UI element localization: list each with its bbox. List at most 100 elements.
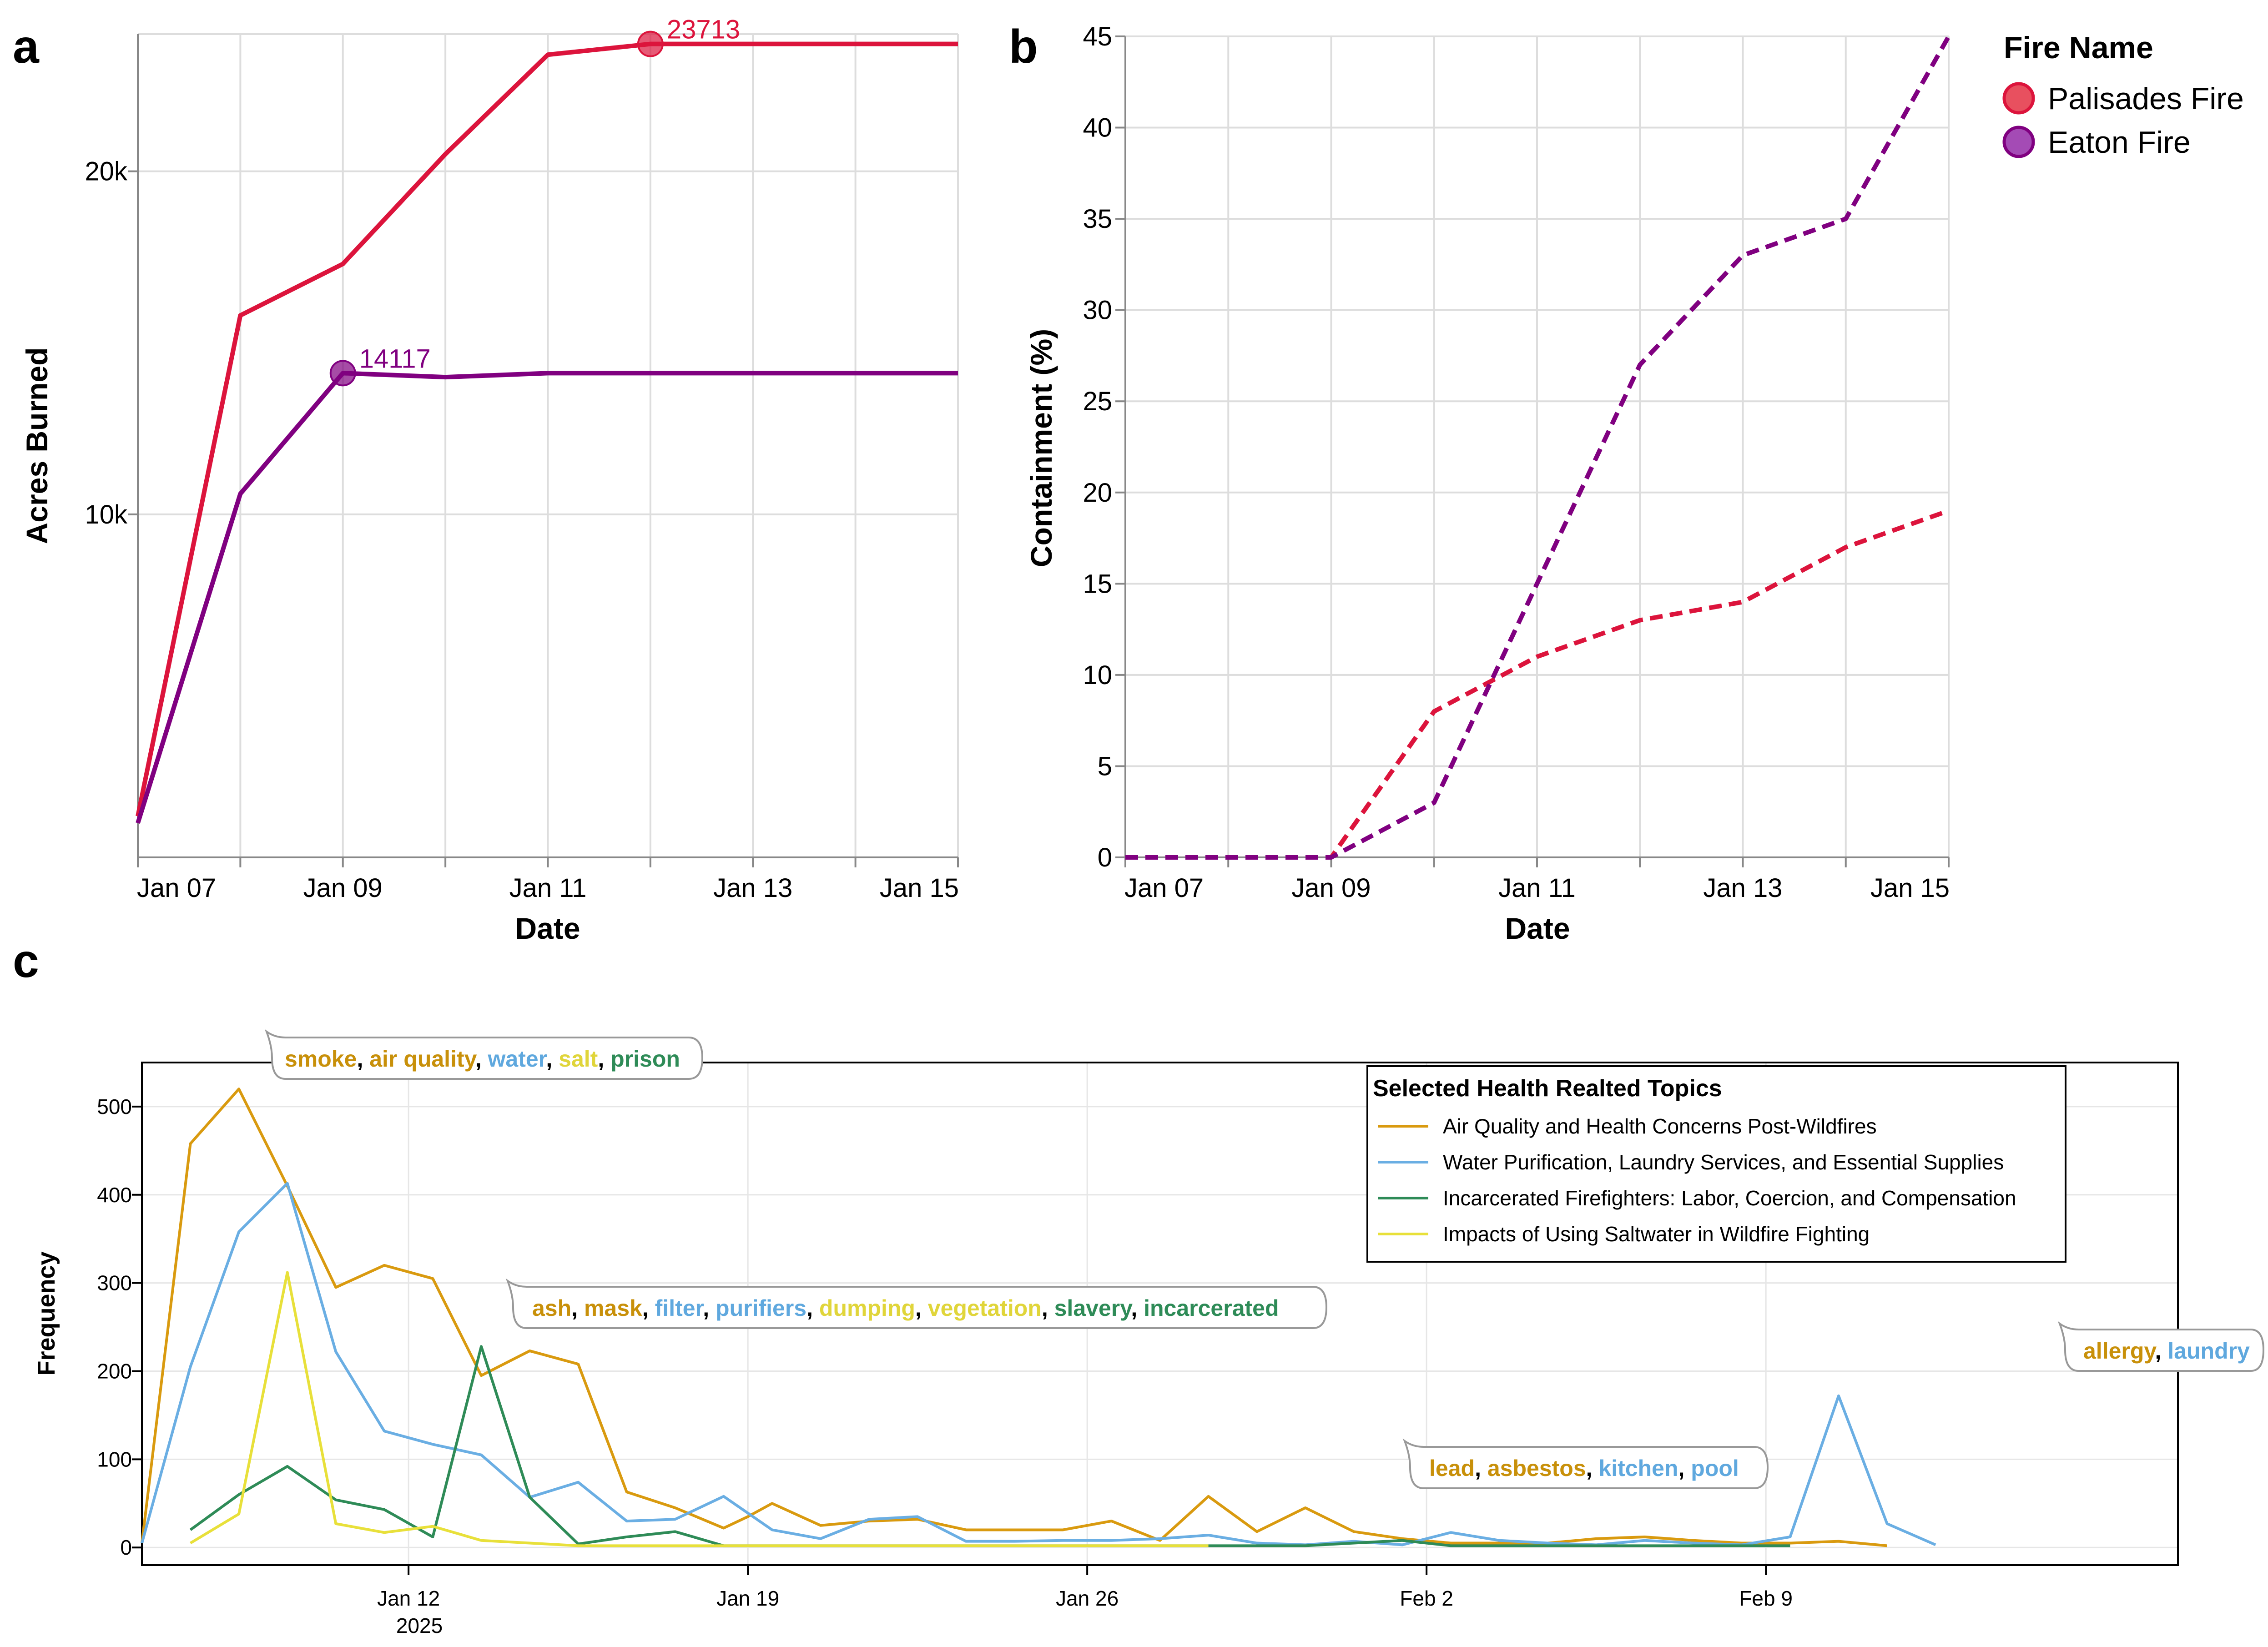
x-sub-label-year: 2025 <box>396 1614 443 1637</box>
ann-4-sep: , <box>2155 1338 2168 1364</box>
highlight-label: 23713 <box>667 15 740 45</box>
chart-panel-c: Jan 12 Jan 19 Jan 26 Feb 2 Feb 9 0 100 200 300 40… <box>33 1029 2265 1637</box>
legend-health-topics: Selected Health Realted Topics Air Quali… <box>1366 1065 2066 1263</box>
series-line-palisades-fire <box>1125 509 1950 860</box>
legend-title: Fire Name <box>2004 30 2153 65</box>
y-tick-label: 15 <box>1083 569 1112 599</box>
y-tick-label: 40 <box>1083 113 1112 143</box>
ann-3-word-pool: pool <box>1691 1456 1739 1481</box>
series-line-palisades-fire <box>136 41 958 817</box>
y-axis-title-b: Containment (%) <box>1024 329 1058 567</box>
y-tick-label: 45 <box>1083 22 1112 51</box>
ann-1-sep: , <box>357 1046 369 1072</box>
y-tick-label: 10k <box>85 500 128 529</box>
highlight-label: 14117 <box>359 344 431 373</box>
ann-2-word-vegetation: vegetation <box>928 1295 1042 1321</box>
x-tick-label: Jan 07 <box>137 873 216 903</box>
y-tick-label: 5 <box>1098 751 1112 781</box>
annotation-bubble-3: lead, asbestos, kitchen, pool <box>1402 1438 1769 1489</box>
x-tick-label: Jan 13 <box>1703 873 1782 903</box>
series-b <box>1125 35 1951 860</box>
ann-3-word-kitchen: kitchen <box>1598 1456 1678 1481</box>
y-tick-label: 10 <box>1083 660 1112 690</box>
axes-b <box>1115 35 1950 867</box>
ann-2-word-ash: ash <box>532 1295 571 1321</box>
ann-1-sep: , <box>475 1046 488 1072</box>
x-tick-label: Jan 12 <box>377 1587 440 1610</box>
y-tick-label: 200 <box>97 1360 132 1383</box>
annotation-bubble-1-shape <box>264 1029 704 1080</box>
chart-panel-b: Jan 07 Jan 09 Jan 11 Jan 13 Jan 15 0 5 10 15 20 25… <box>1024 22 1951 945</box>
annotation-3-text: lead, asbestos, kitchen, pool <box>1429 1456 1739 1481</box>
panel-label-a: a <box>13 20 40 73</box>
axes-a <box>128 34 959 867</box>
panel-label-c: c <box>13 935 39 987</box>
series-line-eaton-fire <box>136 371 958 824</box>
ann-2-word-slavery: slavery <box>1054 1295 1133 1321</box>
y-tick-label: 0 <box>1098 843 1112 872</box>
ann-1-word-prison: prison <box>610 1046 680 1072</box>
ann-2-sep: , <box>642 1295 655 1321</box>
ann-2-sep: , <box>806 1295 819 1321</box>
y-tick-label: 20k <box>85 157 128 186</box>
ann-2-sep: , <box>915 1295 928 1321</box>
annotation-2-text: ash, mask, filter, purifiers, dumping, v… <box>532 1295 1279 1321</box>
chart-panel-a: 23713 14117 Jan 07 Jan 09 Jan 11 Jan 13 Jan 1… <box>20 15 959 945</box>
x-axis-title-b: Date <box>1505 912 1570 945</box>
x-tick-label: Jan 19 <box>716 1587 779 1610</box>
x-tick-label: Jan 09 <box>1291 873 1371 903</box>
legend-label-eaton: Eaton Fire <box>2048 125 2191 160</box>
ann-2-word-dumping: dumping <box>819 1295 915 1321</box>
ann-4-word-laundry: laundry <box>2167 1338 2250 1364</box>
annotation-4-text: allergy, laundry <box>2083 1338 2250 1364</box>
legend-marker-palisades <box>2002 82 2035 115</box>
ann-2-word-filter: filter <box>655 1295 704 1321</box>
grid-a <box>137 33 959 857</box>
ann-2-word-incarcerated: incarcerated <box>1144 1295 1279 1321</box>
y-tick-label: 25 <box>1083 387 1112 416</box>
legend-c-label-incarcerated: Incarcerated Firefighters: Labor, Coerci… <box>1443 1186 2016 1210</box>
series-c <box>141 1088 1936 1547</box>
ann-3-sep: , <box>1475 1456 1487 1481</box>
y-tick-label: 400 <box>97 1183 132 1207</box>
annotation-bubble-1: smoke, air quality, water, salt, prison <box>264 1029 704 1080</box>
series-line-water-purification-laundry-services-and-essential-supplies <box>141 1182 1936 1546</box>
grid-b <box>1124 35 1950 858</box>
annotation-bubble-2-shape <box>505 1278 1328 1329</box>
ann-1-word-smoke: smoke <box>285 1046 357 1072</box>
annotation-1-text: smoke, air quality, water, salt, prison <box>285 1046 680 1072</box>
ticks-a: Jan 07 Jan 09 Jan 11 Jan 13 Jan 15 10k 20k <box>85 157 959 903</box>
ticks-b: Jan 07 Jan 09 Jan 11 Jan 13 Jan 15 0 5 10 15 20 25… <box>1083 22 1950 903</box>
annotation-bubble-4: allergy, laundry <box>2057 1321 2265 1372</box>
ann-1-word-salt: salt <box>559 1046 598 1072</box>
series-line-impacts-of-using-saltwater-in-wildfire-fighting <box>190 1271 1209 1547</box>
highlight-point <box>329 360 356 387</box>
legend-c-label-air: Air Quality and Health Concerns Post-Wil… <box>1443 1114 1877 1138</box>
x-tick-label: Jan 26 <box>1056 1587 1119 1610</box>
y-axis-title-a: Acres Burned <box>20 348 54 544</box>
ann-2-sep: , <box>1042 1295 1054 1321</box>
ann-1-word-water: water <box>488 1046 547 1072</box>
y-tick-label: 100 <box>97 1447 132 1471</box>
series-a: 23713 14117 <box>136 15 958 824</box>
panel-label-b: b <box>1009 20 1038 73</box>
ann-2-sep: , <box>703 1295 716 1321</box>
x-tick-label: Jan 11 <box>509 873 587 903</box>
legend-marker-eaton <box>2002 126 2035 158</box>
axes-c <box>132 1062 2179 1575</box>
x-tick-label: Feb 9 <box>1739 1587 1793 1610</box>
legend-fire-name: Fire Name Palisades Fire Eaton Fire <box>2002 30 2244 160</box>
annotation-bubble-4-shape <box>2057 1321 2265 1372</box>
y-tick-label: 0 <box>120 1536 132 1559</box>
ann-1-sep: , <box>598 1046 610 1072</box>
ann-3-word-lead: lead <box>1429 1456 1475 1481</box>
ann-2-sep: , <box>1131 1295 1144 1321</box>
x-tick-label: Jan 07 <box>1124 873 1204 903</box>
ann-3-word-asbestos: asbestos <box>1487 1456 1586 1481</box>
y-axis-title-c: Frequency <box>33 1251 60 1375</box>
x-tick-label: Jan 15 <box>880 873 959 903</box>
legend-label-palisades: Palisades Fire <box>2048 81 2244 116</box>
ann-3-sep: , <box>1586 1456 1599 1481</box>
legend-c-box <box>1366 1065 2066 1263</box>
highlight-point <box>637 30 664 57</box>
